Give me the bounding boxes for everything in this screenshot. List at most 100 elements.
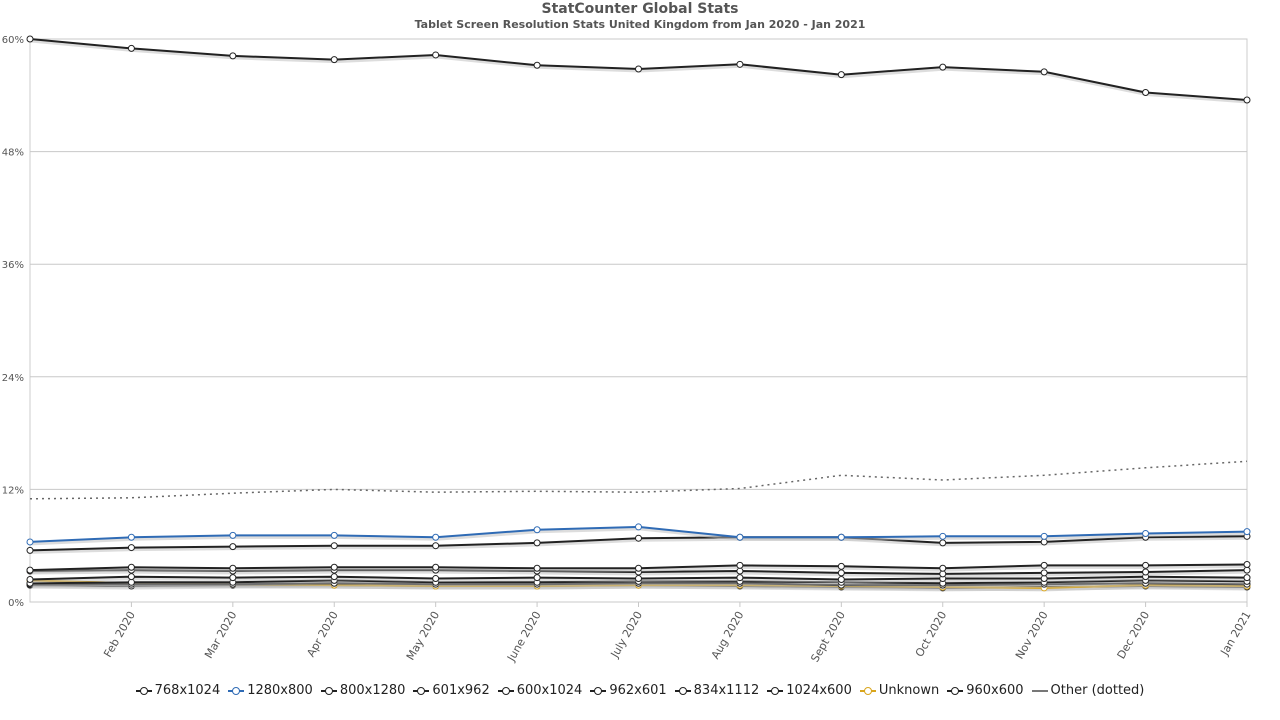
plot-area-frame bbox=[29, 38, 1248, 603]
x-tick-label: Aug 2020 bbox=[709, 609, 747, 661]
data-point-601x962 bbox=[1142, 561, 1150, 569]
data-point-962x601 bbox=[127, 573, 135, 581]
y-tick-label: 60% bbox=[2, 35, 24, 46]
legend-swatch-962x601 bbox=[590, 685, 607, 697]
legend-swatch-800x1280 bbox=[320, 685, 337, 697]
data-point-800x1280 bbox=[635, 534, 642, 542]
legend-label: 1024x600 bbox=[786, 683, 852, 698]
legend-item-other-dotted[interactable]: Other (dotted) bbox=[1031, 683, 1145, 698]
data-point-600x1024 bbox=[1142, 568, 1150, 576]
data-point-1280x800 bbox=[330, 531, 338, 539]
legend-label: 962x601 bbox=[609, 683, 667, 698]
legend-label: Unknown bbox=[878, 683, 940, 698]
legend-label: Other (dotted) bbox=[1050, 683, 1145, 698]
legend-swatch-other-dotted bbox=[1031, 685, 1048, 697]
line-chart-svg: 0% 12% 24% 36% 48% 60% Feb 2020 Mar 2020 Apr 202… bbox=[2, 35, 1254, 664]
data-point-600x1024 bbox=[837, 569, 845, 577]
data-point-962x601 bbox=[26, 575, 34, 583]
x-tick-label: June 2020 bbox=[504, 609, 543, 664]
data-point-601x962 bbox=[127, 563, 135, 571]
x-tick-label: Dec 2020 bbox=[1115, 609, 1153, 661]
data-point-800x1280 bbox=[432, 542, 440, 550]
data-point-1280x800 bbox=[1243, 528, 1251, 536]
legend-swatch-1024x600 bbox=[767, 685, 784, 697]
data-point-1280x800 bbox=[229, 531, 237, 539]
data-point-800x1280 bbox=[939, 539, 947, 547]
data-point-600x1024 bbox=[1040, 569, 1048, 577]
data-point-768x1024 bbox=[127, 44, 135, 52]
y-tick-label: 12% bbox=[2, 485, 24, 496]
data-point-768x1024 bbox=[1142, 88, 1150, 96]
data-point-1280x800 bbox=[635, 523, 642, 531]
data-point-1280x800 bbox=[127, 533, 135, 541]
data-point-800x1280 bbox=[533, 539, 541, 547]
legend-item-800x1280[interactable]: 800x1280 bbox=[320, 683, 406, 698]
data-point-962x601 bbox=[432, 575, 440, 583]
legend-swatch-unknown bbox=[859, 685, 876, 697]
x-tick-label: May 2020 bbox=[404, 609, 442, 662]
legend-swatch-768x1024 bbox=[135, 685, 152, 697]
legend-item-1280x800[interactable]: 1280x800 bbox=[228, 683, 313, 698]
data-point-1280x800 bbox=[432, 533, 440, 541]
data-point-601x962 bbox=[432, 563, 440, 571]
data-point-1280x800 bbox=[533, 526, 541, 534]
data-point-1280x800 bbox=[837, 533, 845, 541]
data-point-601x962 bbox=[533, 564, 541, 572]
legend-label: 1280x800 bbox=[247, 683, 313, 698]
x-tick-label: Jan 2021 bbox=[1218, 609, 1254, 658]
data-point-601x962 bbox=[330, 563, 338, 571]
legend-item-960x600[interactable]: 960x600 bbox=[947, 683, 1024, 698]
data-point-1280x800 bbox=[26, 538, 34, 546]
x-tick-label: Mar 2020 bbox=[202, 609, 239, 661]
data-point-600x1024 bbox=[939, 570, 947, 578]
legend-item-600x1024[interactable]: 600x1024 bbox=[497, 683, 583, 698]
data-point-800x1280 bbox=[26, 546, 34, 554]
legend-swatch-600x1024 bbox=[497, 685, 514, 697]
data-point-768x1024 bbox=[736, 60, 744, 68]
data-point-962x601 bbox=[229, 574, 237, 582]
legend-label: 768x1024 bbox=[154, 683, 221, 698]
legend-swatch-834x1112 bbox=[674, 685, 691, 697]
data-point-601x962 bbox=[736, 561, 744, 569]
legend-label: 800x1280 bbox=[339, 683, 406, 698]
legend-item-unknown[interactable]: Unknown bbox=[859, 683, 940, 698]
legend-item-962x601[interactable]: 962x601 bbox=[590, 683, 667, 698]
data-point-768x1024 bbox=[635, 65, 642, 73]
legend-item-834x1112[interactable]: 834x1112 bbox=[674, 683, 760, 698]
data-point-768x1024 bbox=[837, 71, 845, 79]
data-point-768x1024 bbox=[26, 35, 34, 43]
data-point-768x1024 bbox=[939, 63, 947, 71]
chart-subtitle: Tablet Screen Resolution Stats United Ki… bbox=[414, 18, 866, 31]
data-point-800x1280 bbox=[1040, 538, 1048, 546]
data-point-601x962 bbox=[1040, 561, 1048, 569]
data-point-601x962 bbox=[229, 564, 237, 572]
data-point-768x1024 bbox=[533, 61, 541, 69]
y-tick-label: 36% bbox=[2, 260, 24, 271]
legend-label: 600x1024 bbox=[516, 683, 583, 698]
data-point-768x1024 bbox=[330, 56, 338, 64]
legend-label: 601x962 bbox=[432, 683, 490, 698]
data-point-800x1280 bbox=[330, 542, 338, 550]
x-tick-label: Sept 2020 bbox=[808, 609, 848, 664]
y-tick-label: 0% bbox=[8, 598, 24, 609]
y-tick-label: 24% bbox=[2, 373, 24, 384]
legend-label: 834x1112 bbox=[693, 683, 760, 698]
data-point-962x601 bbox=[330, 573, 338, 581]
data-point-768x1024 bbox=[432, 51, 440, 59]
legend-item-1024x600[interactable]: 1024x600 bbox=[767, 683, 852, 698]
series-line-other-dotted bbox=[29, 460, 1248, 500]
data-point-962x601 bbox=[1040, 575, 1048, 583]
data-point-768x1024 bbox=[1040, 68, 1048, 76]
legend-swatch-960x600 bbox=[947, 685, 964, 697]
data-point-962x601 bbox=[635, 575, 642, 583]
y-tick-label: 48% bbox=[2, 148, 24, 159]
data-point-1280x800 bbox=[939, 532, 947, 540]
legend-item-768x1024[interactable]: 768x1024 bbox=[135, 683, 221, 698]
legend-label: 960x600 bbox=[966, 683, 1024, 698]
data-point-601x962 bbox=[939, 564, 947, 572]
legend-item-601x962[interactable]: 601x962 bbox=[413, 683, 490, 698]
data-point-962x601 bbox=[736, 574, 744, 582]
data-point-768x1024 bbox=[229, 52, 237, 60]
data-point-800x1280 bbox=[127, 544, 135, 552]
